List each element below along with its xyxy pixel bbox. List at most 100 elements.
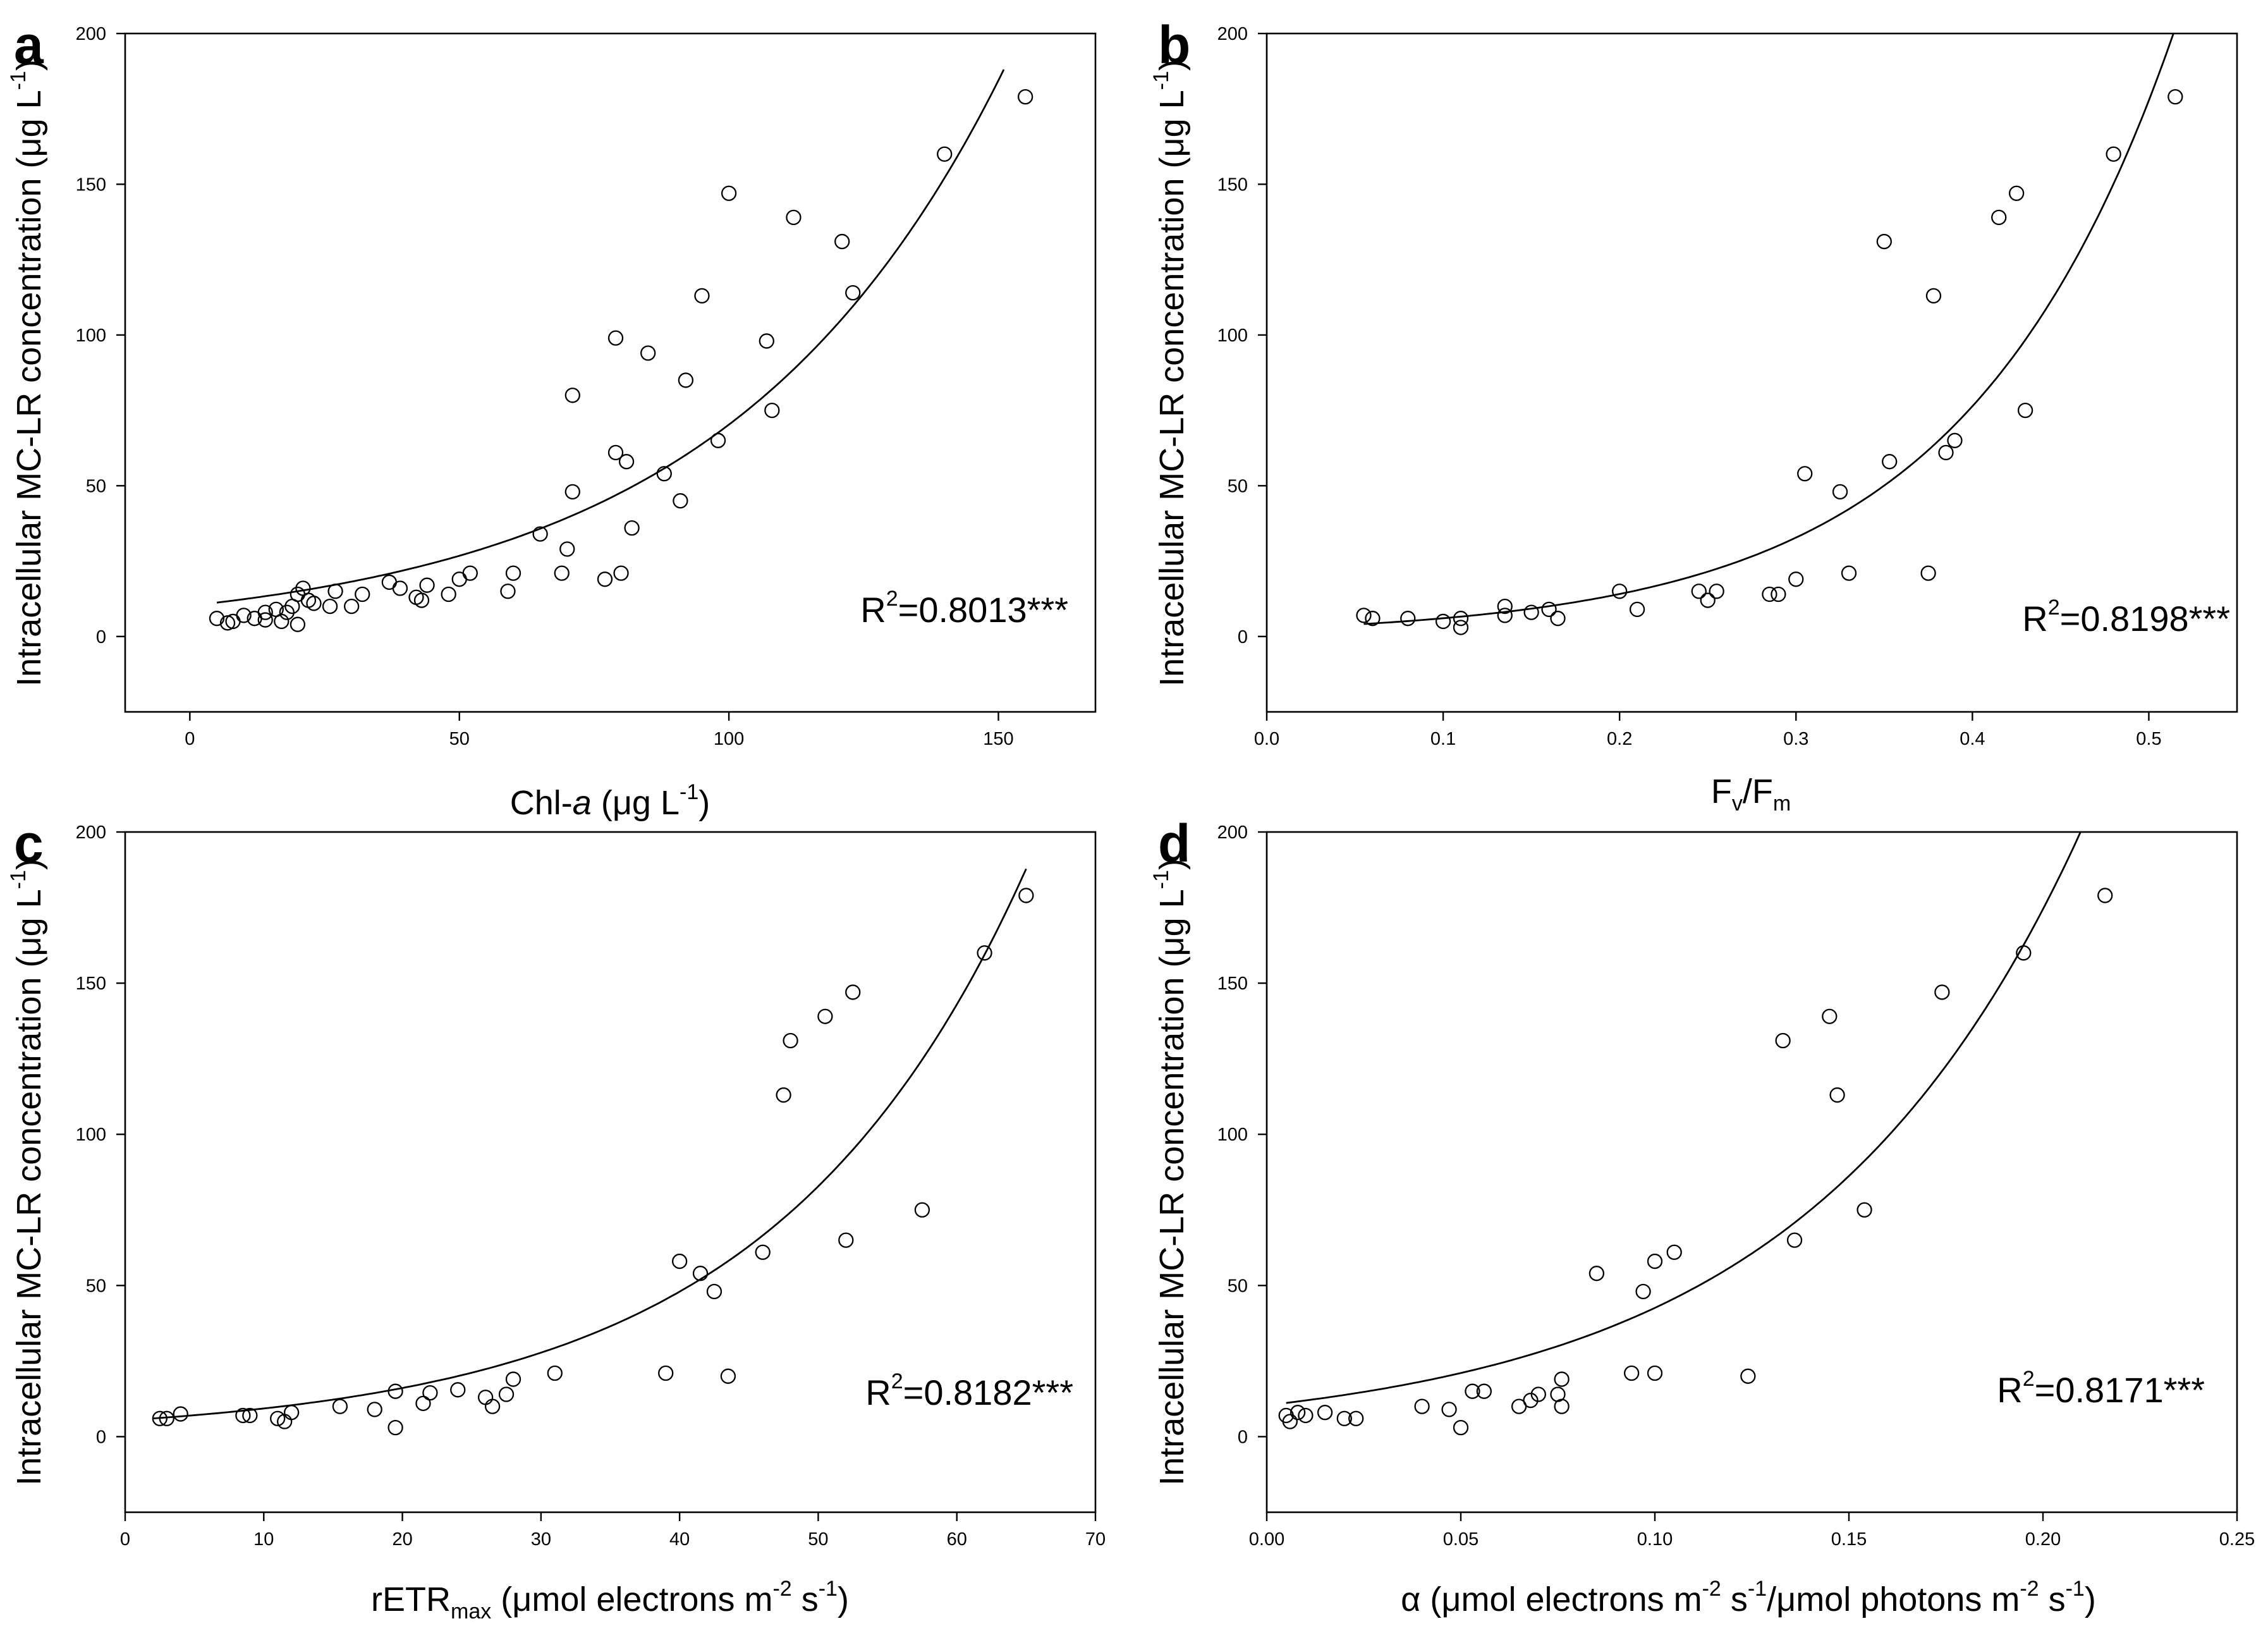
panel-b-data-point	[1700, 592, 1716, 608]
panel-c-data-point	[387, 1419, 403, 1436]
panel-b-data-point	[1882, 454, 1898, 470]
panel-b-data-point	[1356, 608, 1372, 623]
panel-a-data-point	[640, 345, 656, 361]
panel-c-data-point	[422, 1385, 438, 1401]
panel-a-data-point	[462, 565, 478, 581]
panel-c-x-axis-label: rETRmax (μmol electrons m-2 s-1)	[371, 1577, 849, 1624]
panel-a-data-point	[500, 584, 516, 599]
panel-a-x-tick-label: 150	[983, 729, 1013, 749]
panel-c-data-point	[977, 945, 992, 961]
panel-b-data-point	[1938, 444, 1954, 461]
panel-b-x-tick-label: 0.0	[1254, 729, 1279, 749]
panel-a-data-point	[764, 402, 780, 419]
panel-a-y-axis-label: Intracellular MC-LR concentration (μg L-…	[6, 59, 48, 687]
panel-c-data-point	[505, 1371, 521, 1387]
panel-a-data-point	[392, 580, 408, 596]
panel-c-marks: 0 10 20 30 40 50 60 70 0 50 100 150 200	[76, 823, 1106, 1550]
panel-d: d 0.00 0.05 0.10 0.15 0.20 0.25 0 50 100 150 200 R…	[1149, 814, 2255, 1618]
panel-d-data-point	[1465, 1383, 1480, 1399]
panel-a-data-point	[786, 209, 802, 226]
panel-a-data-point	[559, 541, 575, 557]
panel-c-data-point	[547, 1365, 563, 1381]
panel-b-x-tick-label: 0.3	[1783, 729, 1808, 749]
panel-a-fit-curve	[216, 69, 1005, 604]
panel-d-data-point	[1523, 1392, 1539, 1409]
panel-d-plot-frame	[1265, 831, 2238, 1514]
panel-d-x-tick-label: 0.20	[2025, 1529, 2061, 1550]
panel-c-fit-curve	[152, 868, 1027, 1419]
panel-a-marks: 0 50 100 150 0 50 100 150 200	[76, 24, 1033, 749]
panel-b-data-point	[2106, 146, 2121, 162]
panel-d-data-point	[1934, 984, 1950, 1000]
panel-d-x-tick-label: 0.00	[1249, 1529, 1284, 1550]
panel-b-data-point	[1612, 584, 1628, 599]
panel-d-r2-label: R2=0.8171***	[1997, 1367, 2205, 1410]
panel-d-data-point	[1317, 1405, 1333, 1421]
panel-b-data-point	[1497, 598, 1513, 615]
panel-d-y-tick-label: 0	[1238, 1427, 1248, 1447]
panel-a-y-tick-label: 0	[96, 627, 106, 647]
panel-d-x-tick-label: 0.10	[1637, 1529, 1673, 1550]
panel-c-data-point	[1018, 888, 1034, 903]
panel-b-data-point	[2008, 185, 2025, 201]
panel-c-data-point	[498, 1386, 515, 1402]
panel-d-data-point	[1453, 1419, 1469, 1436]
panel-d-y-tick-label: 200	[1217, 823, 1248, 843]
panel-d-data-point	[1348, 1410, 1364, 1426]
panel-c-letter: c	[14, 814, 44, 873]
panel-c-x-tick-label: 10	[253, 1529, 274, 1550]
panel-a-r2-label: R2=0.8013***	[860, 587, 1068, 630]
panel-a-data-point	[678, 372, 694, 388]
panel-c-data-point	[415, 1395, 431, 1411]
panel-d-y-tick-label: 150	[1217, 974, 1248, 994]
panel-a-data-point	[257, 612, 273, 628]
panel-d-data-point	[1282, 1414, 1298, 1429]
panel-b-data-point	[2017, 402, 2033, 419]
panel-a-data-point	[618, 454, 635, 470]
panel-b-y-tick-label: 150	[1217, 174, 1248, 195]
panel-c-data-point	[755, 1244, 771, 1260]
panel-b-y-axis-label: Intracellular MC-LR concentration (μg L-…	[1149, 59, 1191, 687]
panel-d-data-point	[1554, 1371, 1570, 1387]
panel-a-data-point	[1017, 89, 1033, 105]
panel-c-data-point	[235, 1407, 251, 1424]
panel-c-data-point	[332, 1398, 348, 1414]
panel-d-x-tick-label: 0.15	[1831, 1529, 1867, 1550]
panel-c-data-point	[914, 1202, 930, 1218]
panel-d-marks: 0.00 0.05 0.10 0.15 0.20 0.25 0 50 100 150 200	[1217, 823, 2255, 1550]
panel-c: c 0 10 20 30 40 50 60 70 0 50 100 150 200 R2=0.8182*…	[6, 814, 1106, 1624]
panel-c-x-tick-label: 30	[531, 1529, 551, 1550]
panel-a-data-point	[564, 484, 580, 500]
panel-c-y-tick-label: 50	[86, 1276, 106, 1296]
panel-a-data-point	[327, 584, 343, 599]
panel-a-data-point	[597, 572, 613, 587]
panel-b-x-tick-label: 0.5	[2136, 729, 2161, 749]
panel-d-data-point	[1666, 1244, 1682, 1260]
panel-c-data-point	[658, 1365, 674, 1381]
panel-d-data-point	[1786, 1232, 1803, 1248]
panel-c-plot-frame	[124, 831, 1097, 1514]
panel-a-data-point	[532, 526, 548, 542]
panel-d-y-axis-label: Intracellular MC-LR concentration (μg L-…	[1149, 859, 1191, 1486]
panel-a-data-point	[344, 598, 360, 615]
panel-c-x-tick-label: 20	[392, 1529, 412, 1550]
panel-c-data-point	[152, 1410, 168, 1426]
panel-d-data-point	[2016, 945, 2032, 961]
panel-a-data-point	[607, 330, 624, 346]
panel-b-plot-frame	[1265, 32, 2238, 713]
panel-a-data-point	[607, 444, 624, 461]
panel-a-data-point	[624, 520, 640, 536]
panel-c-data-point	[783, 1032, 798, 1049]
panel-b-data-point	[1876, 233, 1892, 250]
panel-b-data-point	[1771, 586, 1786, 602]
panel-b-y-tick-label: 50	[1228, 476, 1248, 496]
panel-b-data-point	[1453, 611, 1469, 627]
panel-a-data-point	[759, 333, 774, 349]
panel-a-data-point	[209, 611, 225, 627]
panel-b-data-point	[1629, 601, 1645, 618]
panel-b-marks: 0.0 0.1 0.2 0.3 0.4 0.5 0 50 100 150 200	[1217, 24, 2183, 749]
panel-a-data-point	[656, 466, 672, 482]
panel-d-y-tick-label: 50	[1228, 1276, 1248, 1296]
panel-a-data-point	[845, 284, 861, 301]
